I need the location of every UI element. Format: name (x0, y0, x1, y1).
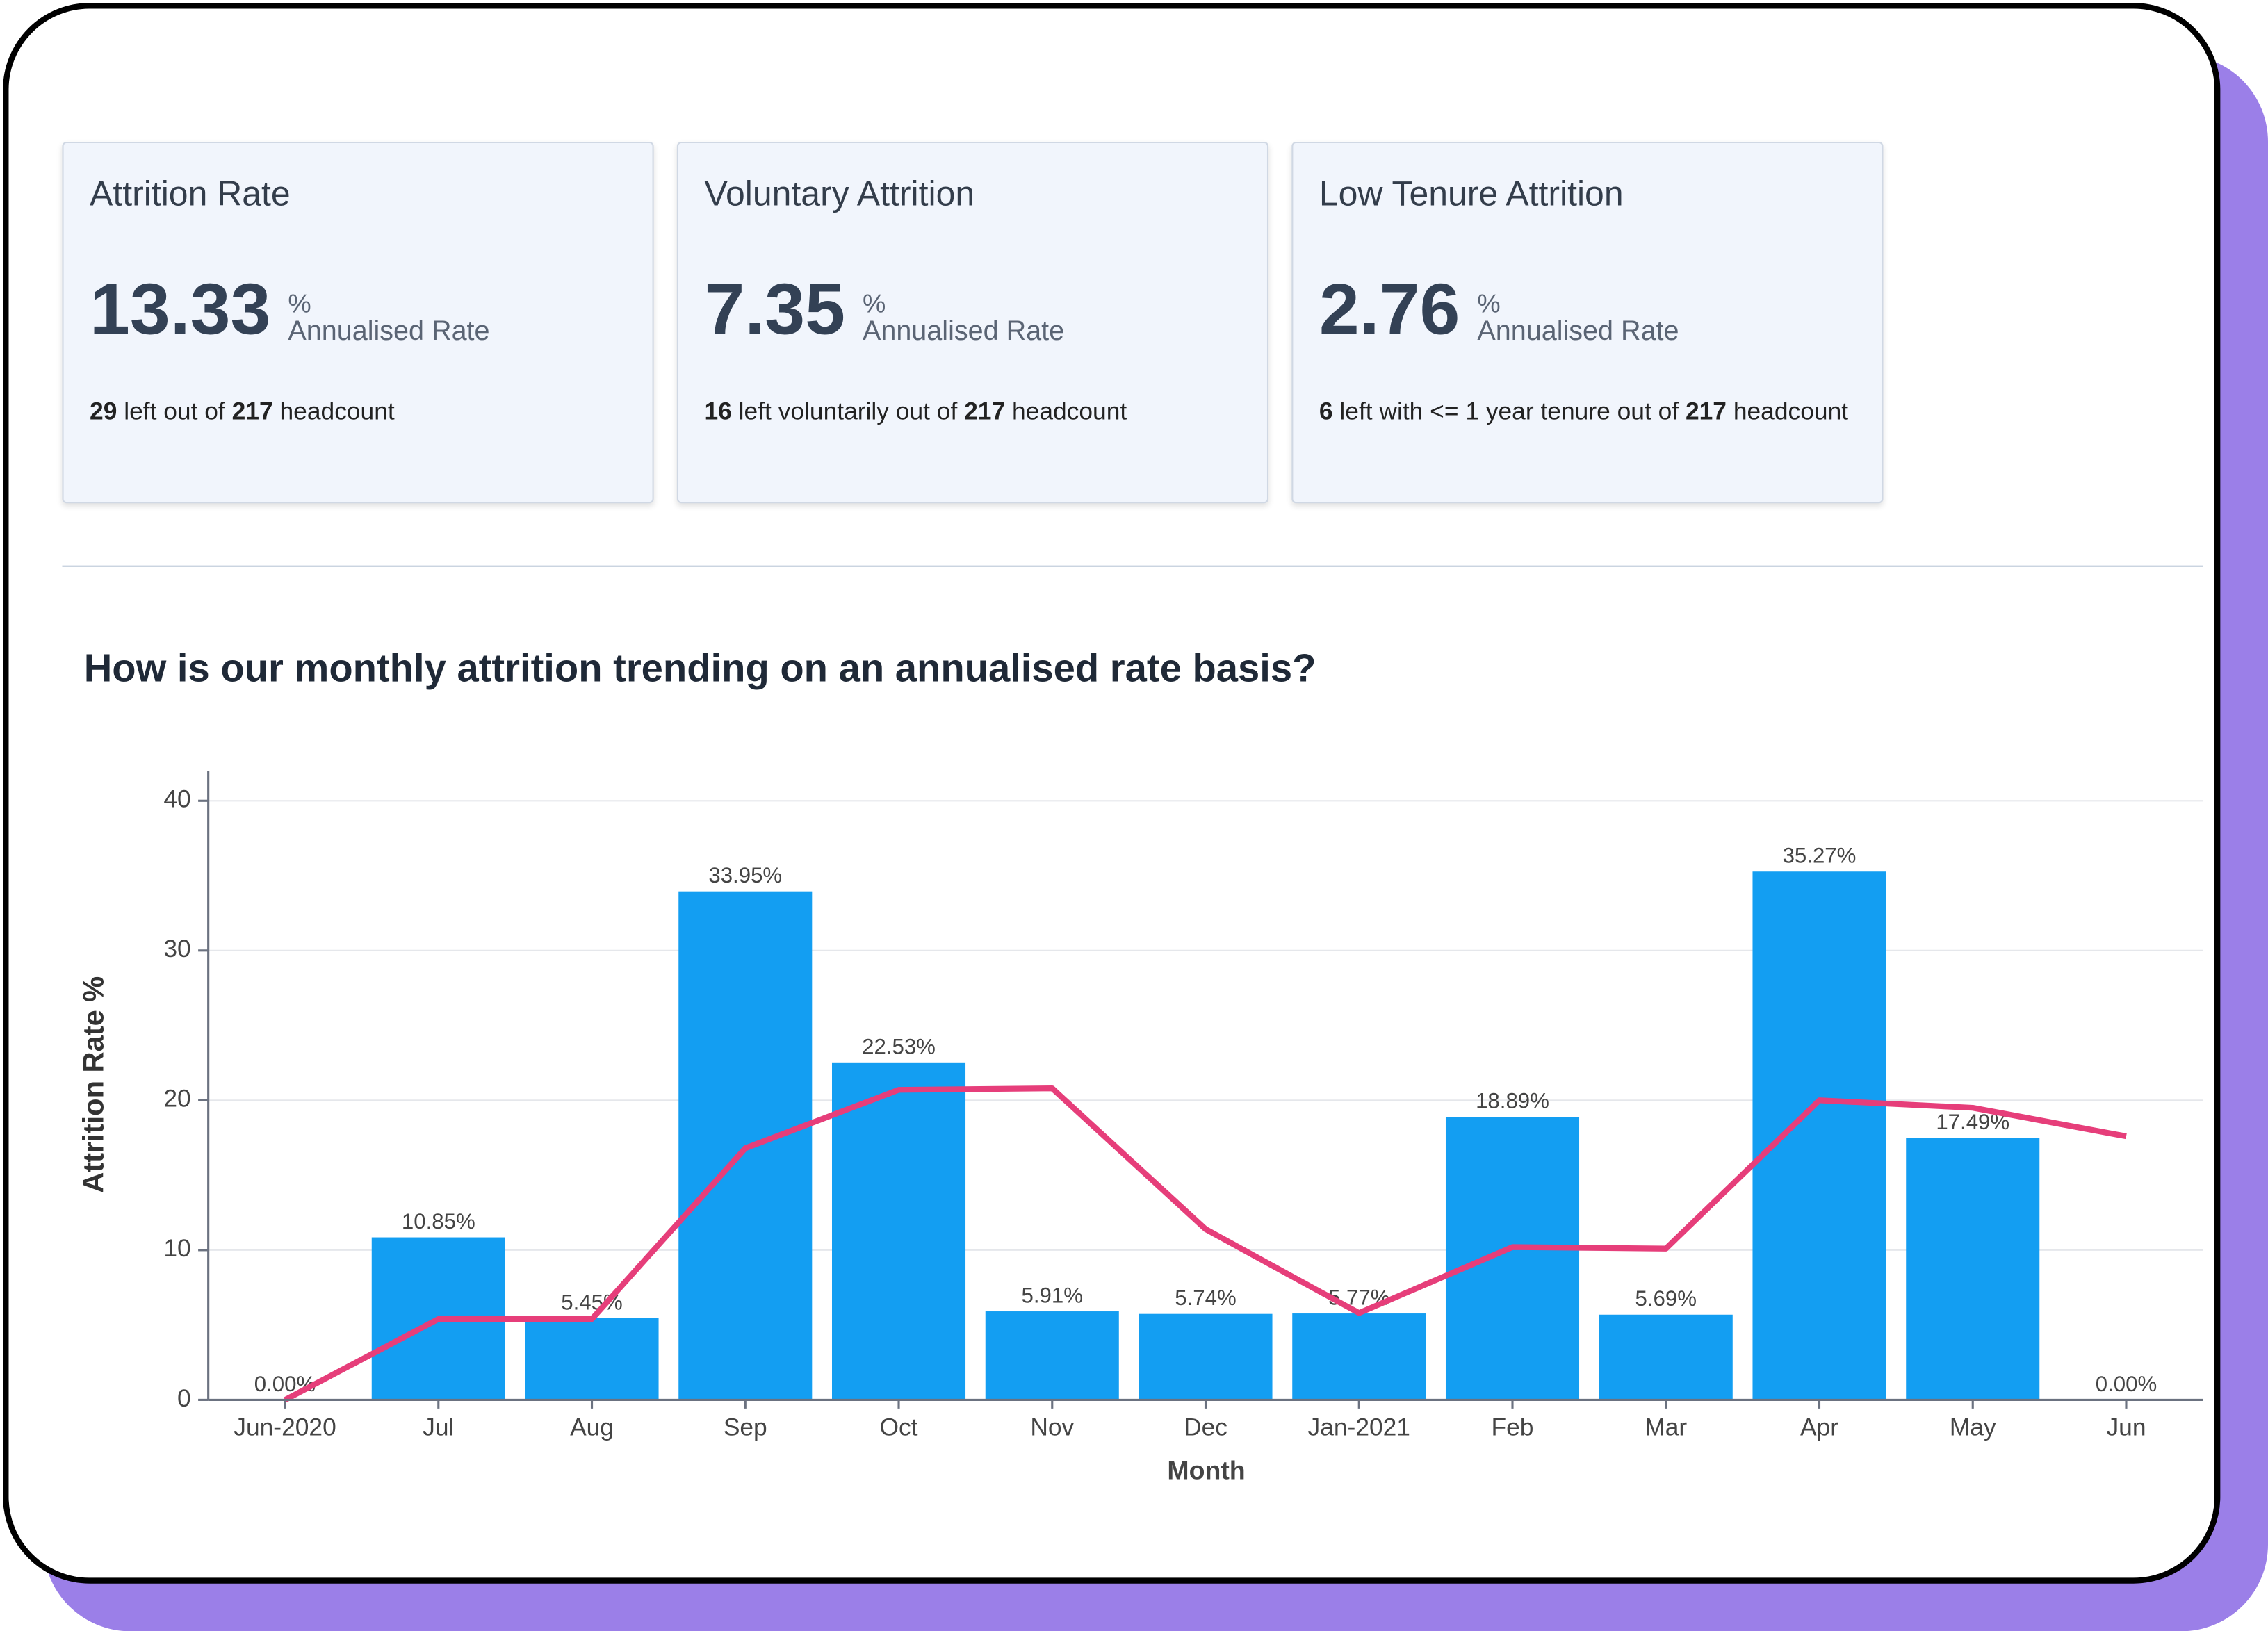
data-label: 0.00% (254, 1372, 316, 1396)
data-label: 0.00% (2096, 1372, 2157, 1396)
y-tick-label: 20 (163, 1085, 190, 1113)
x-tick-label: Jun (2106, 1413, 2146, 1441)
kpi-meta: % Annualised Rate (863, 290, 1064, 345)
kpi-unit: % (288, 289, 311, 318)
data-label: 10.85% (402, 1209, 475, 1234)
kpi-description: 6 left with <= 1 year tenure out of 217 … (1319, 392, 1856, 431)
kpi-count: 217 (964, 397, 1006, 425)
bar (831, 1062, 966, 1400)
kpi-count: 217 (231, 397, 273, 425)
kpi-count: 217 (1685, 397, 1727, 425)
kpi-text: headcount (1726, 397, 1849, 425)
bar (1445, 1117, 1580, 1400)
x-tick-label: Jun-2020 (234, 1413, 336, 1441)
x-tick-label: Aug (570, 1413, 614, 1441)
x-tick-label: Sep (724, 1413, 767, 1441)
kpi-count: 16 (704, 397, 732, 425)
kpi-count: 6 (1319, 397, 1333, 425)
kpi-value: 2.76 (1319, 269, 1460, 350)
data-label: 33.95% (708, 863, 782, 887)
kpi-card: Voluntary Attrition 7.35% Annualised Rate 1… (676, 141, 1269, 504)
kpi-description: 29 left out of 217 headcount (90, 392, 626, 431)
divider (62, 565, 2203, 567)
data-label: 18.89% (1476, 1089, 1549, 1113)
kpi-title: Voluntary Attrition (704, 174, 975, 214)
kpi-card: Attrition Rate 13.33% Annualised Rate 29 le… (62, 141, 654, 504)
kpi-meta: % Annualised Rate (1477, 290, 1679, 345)
y-axis-title: Attrition Rate % (76, 976, 109, 1193)
kpi-card: Low Tenure Attrition 2.76% Annualised Rate… (1291, 141, 1884, 504)
data-label: 22.53% (862, 1034, 936, 1058)
kpi-rate-label: Annualised Rate (1477, 316, 1679, 347)
data-label: 35.27% (1783, 844, 1857, 868)
bar (985, 1311, 1119, 1400)
kpi-value-row: 2.76% Annualised Rate (1319, 273, 1856, 345)
x-tick-label: May (1950, 1413, 1996, 1441)
kpi-text: left voluntarily out of (731, 397, 965, 425)
kpi-text: left out of (117, 397, 232, 425)
kpi-title: Attrition Rate (90, 174, 291, 214)
x-tick-label: Jan-2021 (1308, 1413, 1410, 1441)
x-tick-label: Apr (1800, 1413, 1838, 1441)
x-tick-label: Jul (423, 1413, 454, 1441)
kpi-unit: % (862, 289, 886, 318)
x-tick-label: Oct (880, 1413, 918, 1441)
kpi-count: 29 (90, 397, 117, 425)
kpi-unit: % (1477, 289, 1501, 318)
kpi-rate-label: Annualised Rate (288, 316, 490, 347)
bar (1906, 1138, 2040, 1400)
bar (1139, 1313, 1273, 1400)
y-tick-label: 40 (163, 786, 190, 813)
trend-line (284, 1085, 2127, 1403)
x-axis-title: Month (1167, 1455, 1245, 1484)
kpi-title: Low Tenure Attrition (1319, 174, 1624, 214)
kpi-text: left with <= 1 year tenure out of (1332, 397, 1686, 425)
chart-title: How is our monthly attrition trending on… (84, 646, 1316, 689)
bar (1292, 1313, 1426, 1400)
y-tick-label: 10 (163, 1235, 190, 1262)
x-tick-label: Feb (1492, 1413, 1534, 1441)
y-tick-label: 0 (177, 1385, 191, 1412)
x-tick-label: Dec (1184, 1413, 1227, 1441)
bar (525, 1318, 659, 1400)
x-tick-label: Mar (1645, 1413, 1687, 1441)
kpi-description: 16 left voluntarily out of 217 headcount (704, 392, 1241, 431)
kpi-text: headcount (1005, 397, 1127, 425)
kpi-value-row: 7.35% Annualised Rate (704, 273, 1241, 345)
kpi-meta: % Annualised Rate (288, 290, 489, 345)
bar (1599, 1314, 1733, 1400)
bar (1752, 871, 1886, 1400)
data-label: 5.74% (1175, 1286, 1236, 1310)
data-label: 5.91% (1022, 1283, 1083, 1307)
data-label: 5.69% (1635, 1286, 1697, 1311)
kpi-value: 13.33 (90, 269, 271, 350)
kpi-text: headcount (272, 397, 395, 425)
kpi-value-row: 13.33% Annualised Rate (90, 273, 626, 345)
kpi-value: 7.35 (704, 269, 845, 350)
kpi-rate-label: Annualised Rate (862, 316, 1065, 347)
x-tick-label: Nov (1030, 1413, 1074, 1441)
y-tick-label: 30 (163, 935, 190, 962)
